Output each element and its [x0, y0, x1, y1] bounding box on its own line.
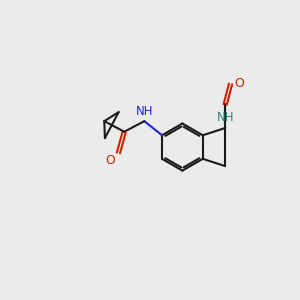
Text: O: O	[234, 77, 244, 90]
Text: NH: NH	[136, 105, 153, 118]
Text: O: O	[106, 154, 116, 167]
Text: NH: NH	[217, 112, 235, 124]
